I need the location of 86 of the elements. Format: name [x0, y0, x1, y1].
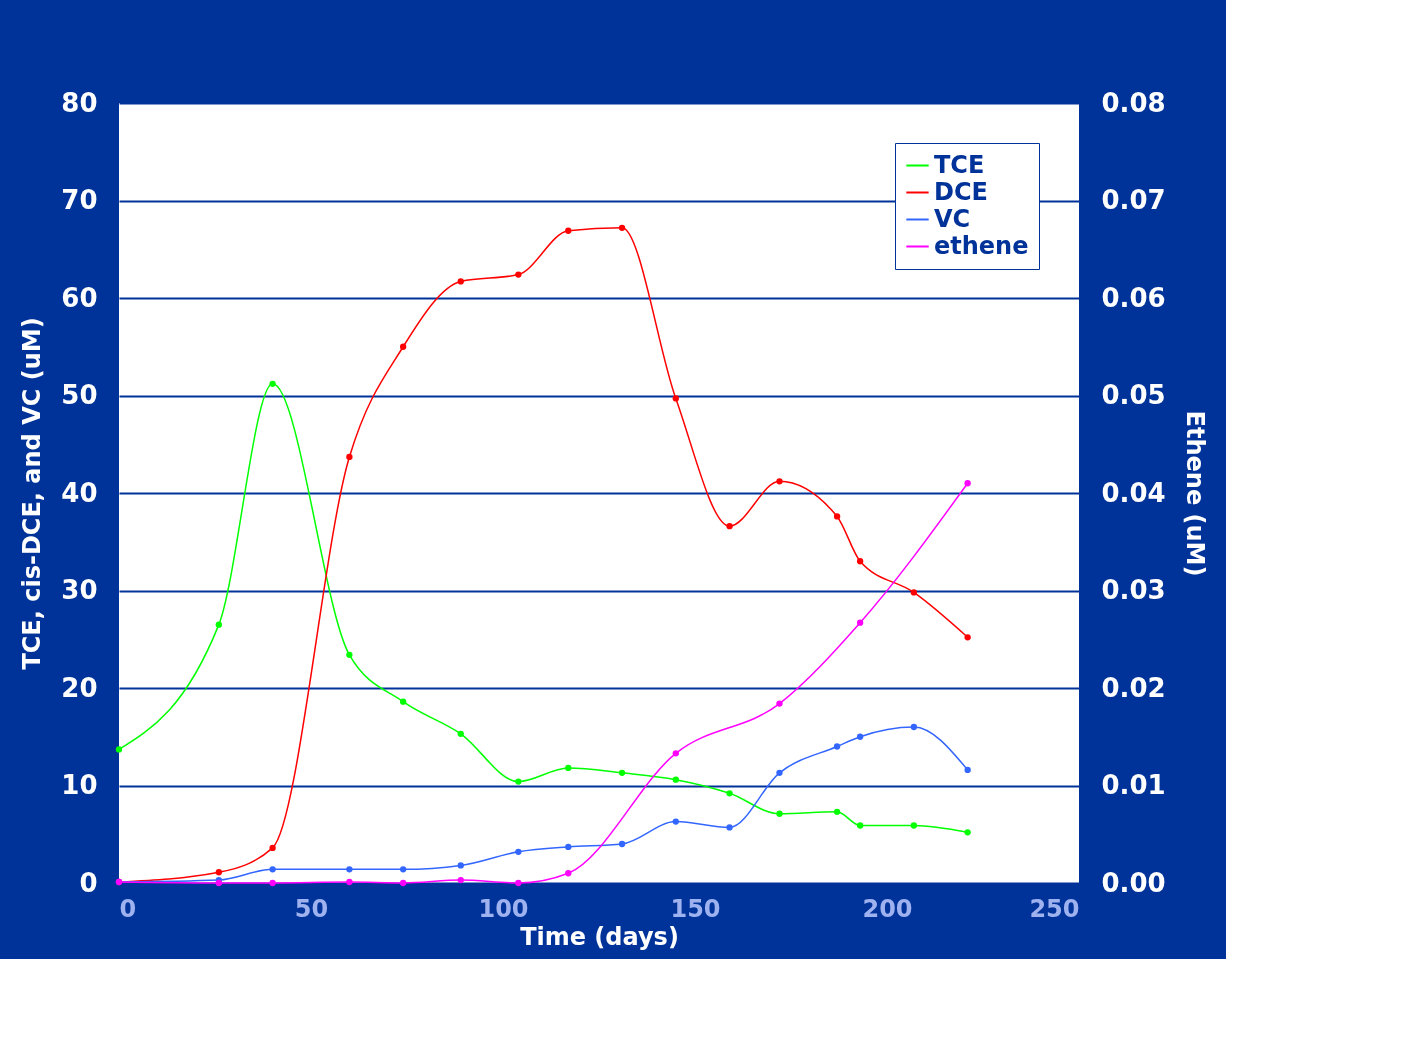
point	[833, 808, 841, 815]
point	[672, 776, 679, 783]
y2-tick-label: 0.08	[1101, 87, 1166, 118]
point	[856, 558, 864, 565]
point	[726, 790, 733, 797]
point	[776, 769, 783, 776]
x-tick-label: 50	[294, 894, 329, 923]
y2-axis-title: Ethene (uM)	[1180, 410, 1209, 577]
legend-label: ethene	[934, 231, 1029, 260]
point	[618, 840, 626, 848]
point	[400, 879, 407, 887]
point	[400, 698, 407, 705]
point	[269, 879, 276, 887]
point	[346, 878, 353, 886]
point	[346, 651, 353, 659]
point	[215, 621, 222, 628]
point	[672, 750, 679, 757]
point	[515, 778, 522, 785]
point	[565, 764, 572, 772]
y2-tick-label: 0.05	[1101, 380, 1166, 410]
legend-label: TCE	[934, 150, 985, 179]
point	[726, 522, 733, 530]
point	[964, 829, 971, 836]
point	[400, 866, 407, 873]
y2-tick-label: 0.03	[1101, 575, 1166, 605]
y2-tick-label: 0.04	[1101, 477, 1166, 508]
point	[457, 876, 464, 884]
point	[833, 743, 841, 750]
x-tick-label: 250	[1029, 894, 1080, 923]
point	[964, 766, 971, 774]
y-tick-label: 70	[61, 185, 98, 215]
point	[565, 227, 572, 234]
point	[457, 730, 464, 737]
point	[964, 480, 971, 487]
point	[776, 700, 783, 707]
x-tick-label: 150	[670, 894, 721, 923]
y-tick-label: 30	[61, 575, 98, 605]
point	[515, 271, 522, 278]
point	[726, 824, 733, 831]
x-tick-label: 200	[862, 894, 913, 923]
x-tick-label: 0	[119, 894, 137, 923]
point	[346, 866, 353, 873]
y2-tick-label: 0.00	[1101, 867, 1166, 898]
y2-tick-label: 0.02	[1101, 672, 1166, 703]
point	[964, 634, 971, 641]
point	[457, 862, 464, 869]
point	[269, 380, 276, 387]
point	[833, 513, 841, 520]
y-tick-label: 40	[61, 477, 98, 508]
y-tick-label: 60	[61, 282, 98, 313]
point	[565, 843, 572, 851]
point	[618, 224, 626, 231]
point	[856, 822, 864, 829]
y-axis-title: TCE, cis-DCE, and VC (uM)	[18, 317, 47, 670]
point	[856, 733, 864, 740]
point	[400, 343, 407, 350]
legend-label: VC	[934, 204, 971, 233]
point	[776, 478, 783, 485]
point	[910, 589, 918, 596]
point	[856, 619, 864, 626]
y-tick-label: 20	[61, 672, 98, 703]
x-tick-label: 100	[478, 894, 529, 923]
point	[215, 869, 222, 876]
point	[515, 848, 522, 855]
point	[515, 879, 522, 887]
y2-tick-label: 0.06	[1101, 282, 1166, 313]
x-axis-title: Time (days)	[520, 922, 679, 951]
y-tick-label: 50	[61, 380, 98, 410]
point	[269, 866, 276, 873]
point	[457, 278, 464, 285]
point	[672, 818, 679, 825]
y2-tick-label: 0.01	[1101, 770, 1166, 800]
point	[565, 870, 572, 877]
point	[346, 453, 353, 461]
point	[672, 395, 679, 402]
point	[910, 723, 918, 731]
y-tick-label: 80	[61, 87, 98, 118]
y2-tick-label: 0.07	[1101, 185, 1166, 215]
point	[115, 746, 123, 753]
y-tick-label: 0	[79, 867, 98, 898]
point	[910, 822, 918, 829]
point	[618, 769, 626, 776]
legend-label: DCE	[934, 177, 988, 206]
point	[776, 810, 783, 817]
y-tick-label: 10	[61, 770, 98, 800]
point	[269, 844, 276, 852]
